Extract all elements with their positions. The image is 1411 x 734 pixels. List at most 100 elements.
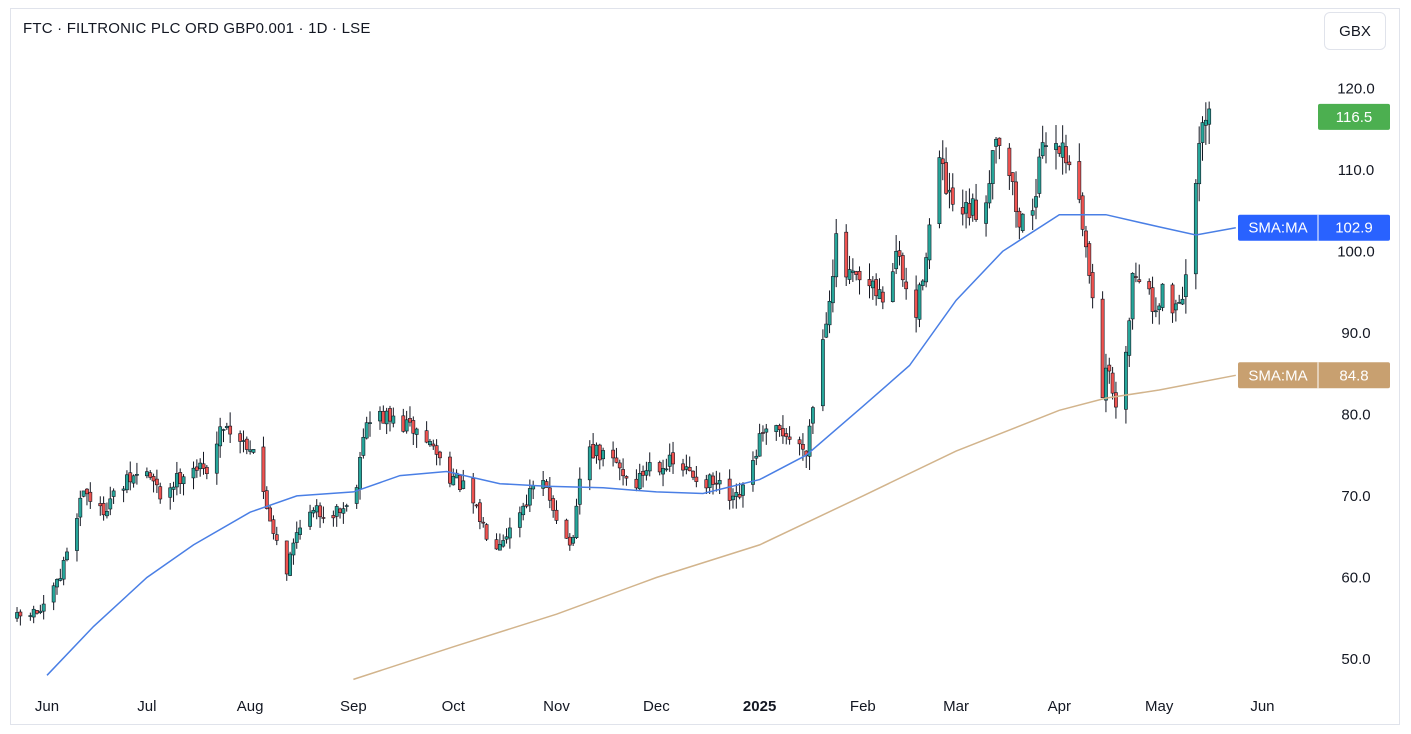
candle-body-down [657, 462, 662, 473]
candle [261, 436, 266, 500]
candle [984, 195, 988, 237]
candle-body-up [131, 475, 136, 484]
candle [574, 498, 579, 539]
candle [1137, 264, 1142, 284]
candle [784, 427, 789, 445]
candle-body-up [81, 490, 86, 497]
candle [1040, 125, 1045, 159]
candle-body-up [684, 466, 689, 470]
candle-body-down [944, 162, 949, 194]
candle-body-down [787, 436, 792, 440]
candle-body-down [411, 420, 416, 434]
candle [997, 137, 1002, 160]
candle-body-up [774, 425, 779, 432]
candle-body-up [1177, 301, 1182, 304]
candle-body-down [844, 231, 849, 278]
candle [431, 439, 436, 450]
candle-body-up [1153, 310, 1158, 313]
candle [644, 461, 649, 481]
candle [624, 475, 629, 486]
candle-body-down [381, 411, 386, 424]
sma-layer [46, 213, 1236, 681]
candle-body-down [338, 508, 342, 513]
candle-body-up [391, 415, 396, 424]
candle [527, 479, 532, 512]
candle [964, 190, 968, 229]
candle-body-down [101, 503, 106, 516]
x-tick-label: Mar [943, 698, 969, 715]
candle-body-down [737, 494, 742, 498]
candle [1170, 282, 1175, 323]
candle [121, 485, 126, 503]
candle [591, 433, 596, 459]
candle-body-down [617, 462, 622, 469]
candle [737, 482, 742, 500]
candle [751, 451, 755, 492]
candle-body-up [870, 280, 875, 289]
candle [1177, 294, 1182, 304]
candle-body-down [1064, 146, 1068, 164]
candle [920, 279, 925, 291]
candle-body-up [368, 422, 372, 424]
candle [571, 534, 576, 546]
candle [867, 263, 872, 299]
candle-body-up [754, 455, 759, 459]
candle-body-down [244, 438, 249, 450]
x-tick-label: Sep [340, 698, 367, 715]
candle-body-up [877, 289, 882, 300]
candle-body-down [424, 430, 429, 443]
candle-body-down [1137, 279, 1142, 282]
candle-body-up [364, 422, 369, 439]
x-tick-label: Jun [35, 698, 59, 715]
candle [497, 533, 502, 551]
candle-body-down [611, 449, 616, 459]
candle-body-down [691, 470, 695, 478]
candle-body-down [1080, 195, 1085, 230]
candle-body-up [1203, 119, 1208, 126]
candle-body-up [1030, 210, 1035, 216]
candle [78, 490, 83, 527]
candle [1064, 134, 1068, 174]
candle [850, 258, 855, 282]
candle-body-down [727, 478, 732, 501]
candle [924, 252, 929, 288]
candle-body-down [494, 539, 499, 550]
candle [950, 173, 955, 212]
candle [271, 515, 276, 540]
currency-button[interactable]: GBX [1324, 12, 1386, 50]
candle-body-down [524, 504, 529, 507]
candle-body-up [111, 490, 116, 497]
candle [601, 447, 606, 467]
candle-body-up [734, 492, 739, 497]
candle [125, 470, 129, 494]
candle [1147, 278, 1152, 295]
candle [428, 438, 432, 447]
candle [1114, 381, 1118, 419]
candle-body-down [1077, 161, 1082, 200]
candle-body-down [431, 443, 436, 447]
candle [507, 517, 512, 549]
chart-title: FTC · FILTRONIC PLC ORD GBP0.001 · 1D · … [23, 20, 371, 37]
candle-body-up [311, 509, 316, 514]
candle-body-down [477, 502, 482, 522]
candle [384, 407, 389, 435]
candle [731, 488, 735, 509]
candle-body-down [694, 476, 699, 482]
candle-body-down [784, 433, 789, 437]
candle [501, 534, 506, 548]
candle [727, 469, 732, 510]
candle-body-down [481, 521, 486, 524]
x-tick-label: Jun [1250, 698, 1274, 715]
candle-body-up [731, 495, 735, 501]
candle [408, 406, 412, 427]
candle [1203, 102, 1208, 145]
candle [238, 430, 243, 454]
candle-body-up [75, 518, 79, 551]
candle [204, 465, 209, 480]
candle-body-up [661, 468, 665, 475]
candle-body-up [1197, 143, 1202, 185]
candle-body-down [268, 507, 273, 522]
candle [917, 282, 922, 328]
candle [824, 312, 829, 338]
